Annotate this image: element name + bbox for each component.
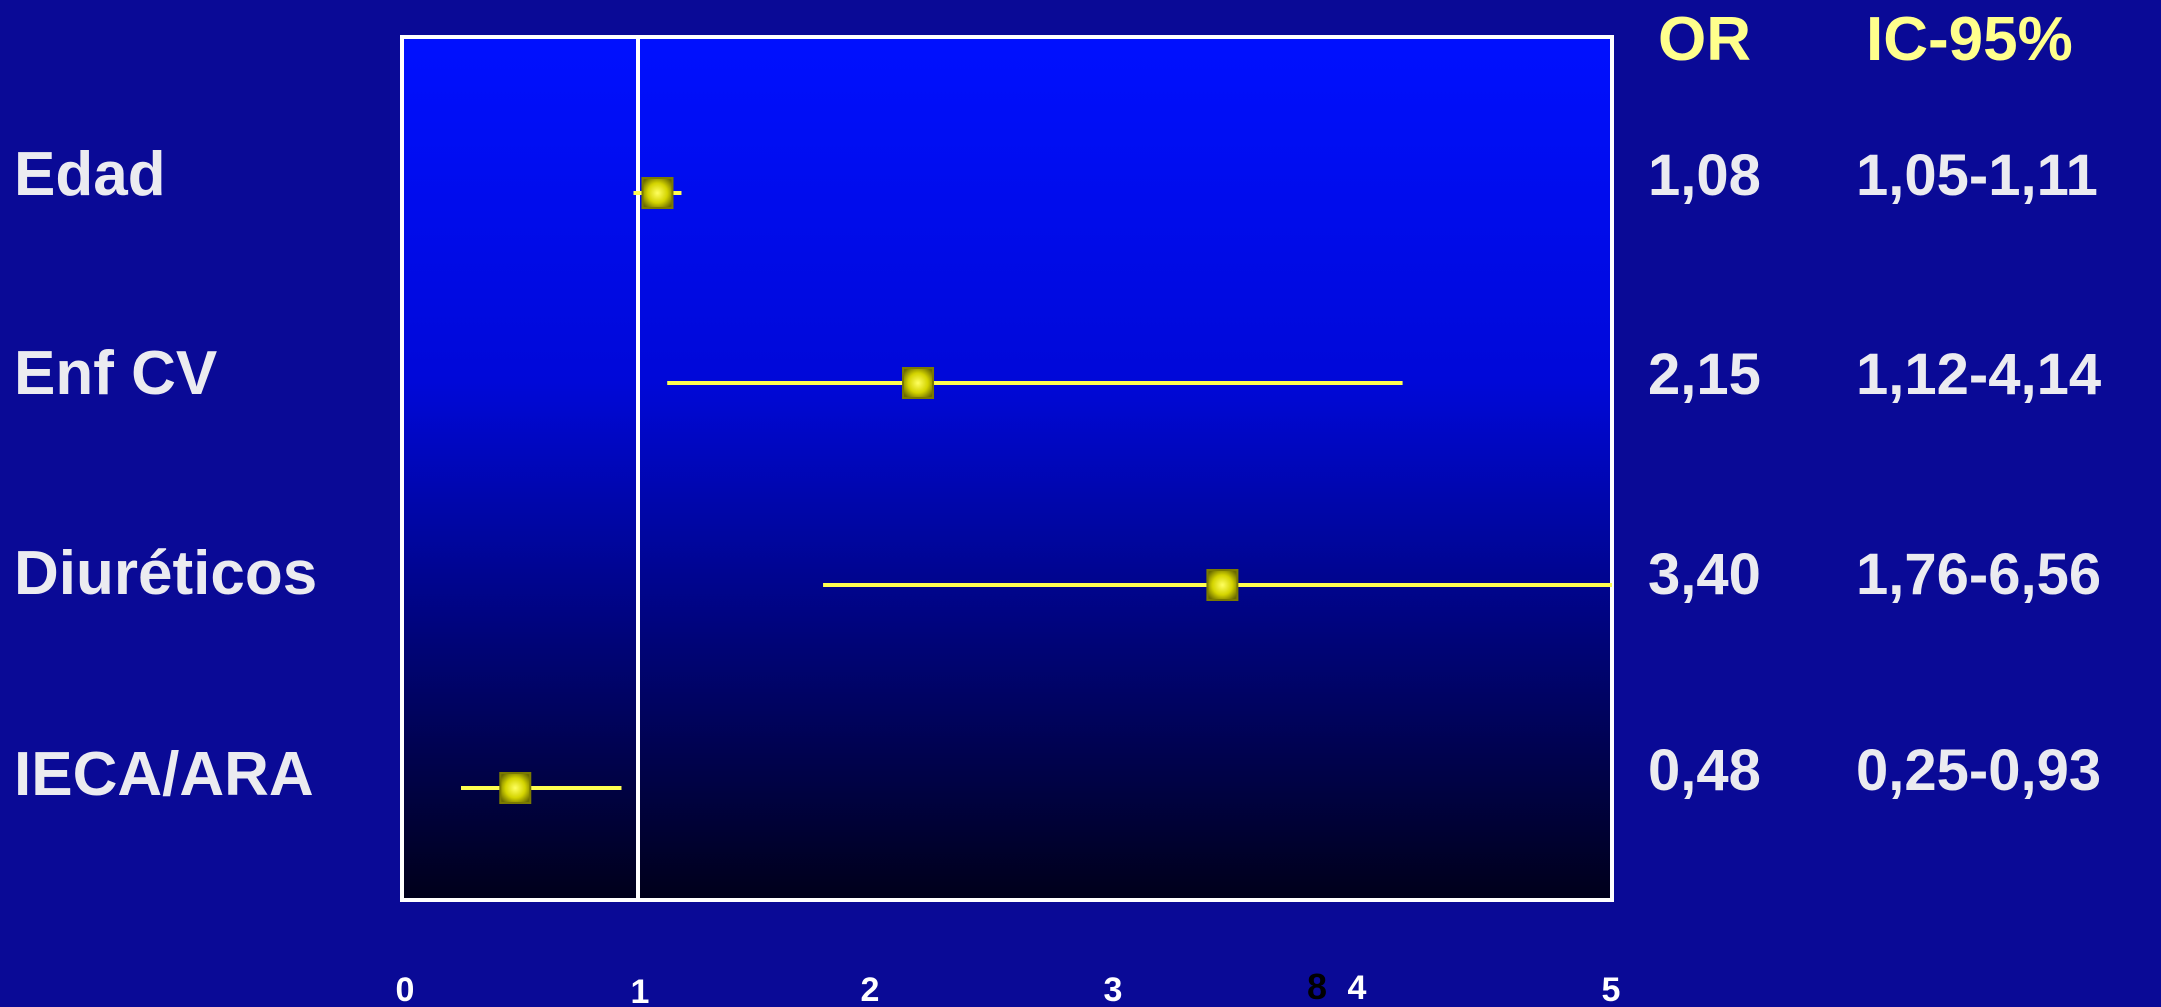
x-tick-extra-8: 8	[1307, 966, 1327, 1007]
or-marker-diureticos	[1206, 569, 1239, 601]
x-tick-1: 1	[631, 973, 650, 1007]
or-marker-enf-cv	[902, 367, 935, 399]
row-label-enf-cv: Enf CV	[14, 339, 217, 408]
row-labels: Edad Enf CV Diuréticos IECA/ARA	[14, 140, 317, 809]
row-label-edad: Edad	[14, 140, 166, 209]
ci-value-enf-cv: 1,12-4,14	[1856, 342, 2101, 407]
x-axis-ticks: 0 1 2 3 8 4 5	[396, 966, 1621, 1007]
ci-value-diureticos: 1,76-6,56	[1856, 542, 2101, 607]
header-or: OR	[1658, 5, 1751, 74]
or-value-enf-cv: 2,15	[1648, 342, 1761, 407]
or-value-diureticos: 3,40	[1648, 542, 1761, 607]
x-tick-3: 3	[1104, 971, 1123, 1007]
x-tick-5: 5	[1602, 971, 1621, 1007]
row-label-diureticos: Diuréticos	[14, 539, 317, 608]
ci-values: 1,05-1,11 1,12-4,14 1,76-6,56 0,25-0,93	[1856, 143, 2101, 803]
or-value-ieca-ara: 0,48	[1648, 738, 1761, 803]
ci-value-edad: 1,05-1,11	[1856, 143, 2098, 208]
or-marker-edad	[641, 177, 674, 209]
x-tick-0: 0	[396, 971, 415, 1007]
row-label-ieca-ara: IECA/ARA	[14, 740, 314, 809]
or-values: 1,08 2,15 3,40 0,48	[1648, 143, 1761, 803]
plot-area	[400, 35, 1614, 902]
x-tick-2: 2	[861, 971, 880, 1007]
or-value-edad: 1,08	[1648, 143, 1761, 208]
x-tick-4: 4	[1348, 969, 1367, 1007]
markers	[499, 177, 1239, 804]
ci-value-ieca-ara: 0,25-0,93	[1856, 738, 2101, 803]
header-ic: IC-95%	[1866, 5, 2073, 74]
or-marker-ieca-ara	[499, 772, 532, 804]
